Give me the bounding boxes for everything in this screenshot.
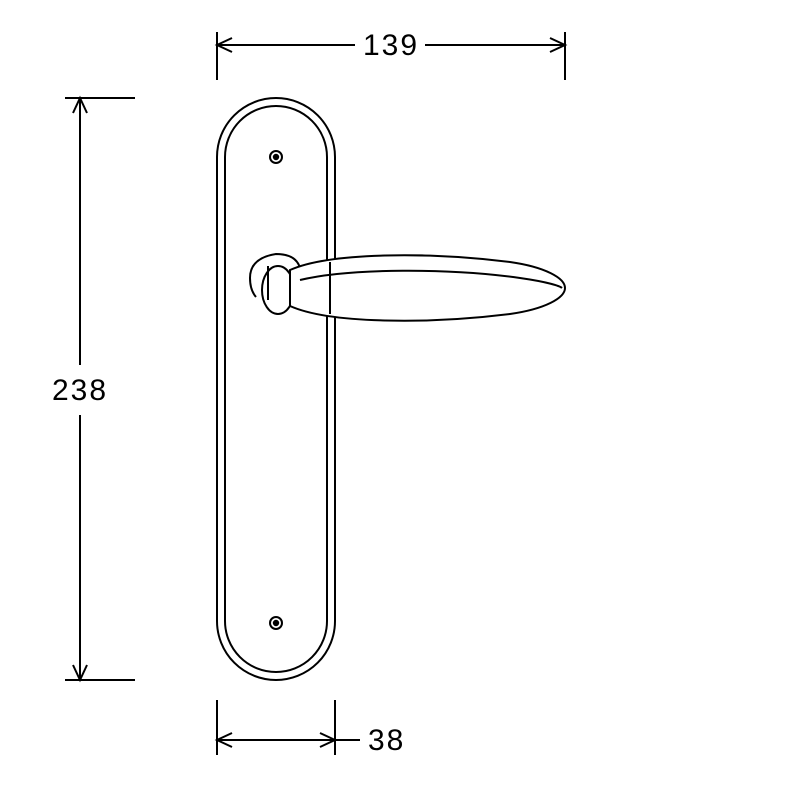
lever-handle	[250, 254, 565, 321]
backplate	[217, 98, 335, 680]
screw-bottom	[270, 617, 282, 629]
handle-dimension-diagram: 139 238 38	[0, 0, 800, 800]
dim-overall-height-label: 238	[52, 374, 108, 407]
screw-top	[270, 151, 282, 163]
dim-overall-width-label: 139	[363, 29, 419, 62]
dim-plate-width	[217, 700, 360, 755]
dim-plate-width-label: 38	[368, 724, 405, 757]
